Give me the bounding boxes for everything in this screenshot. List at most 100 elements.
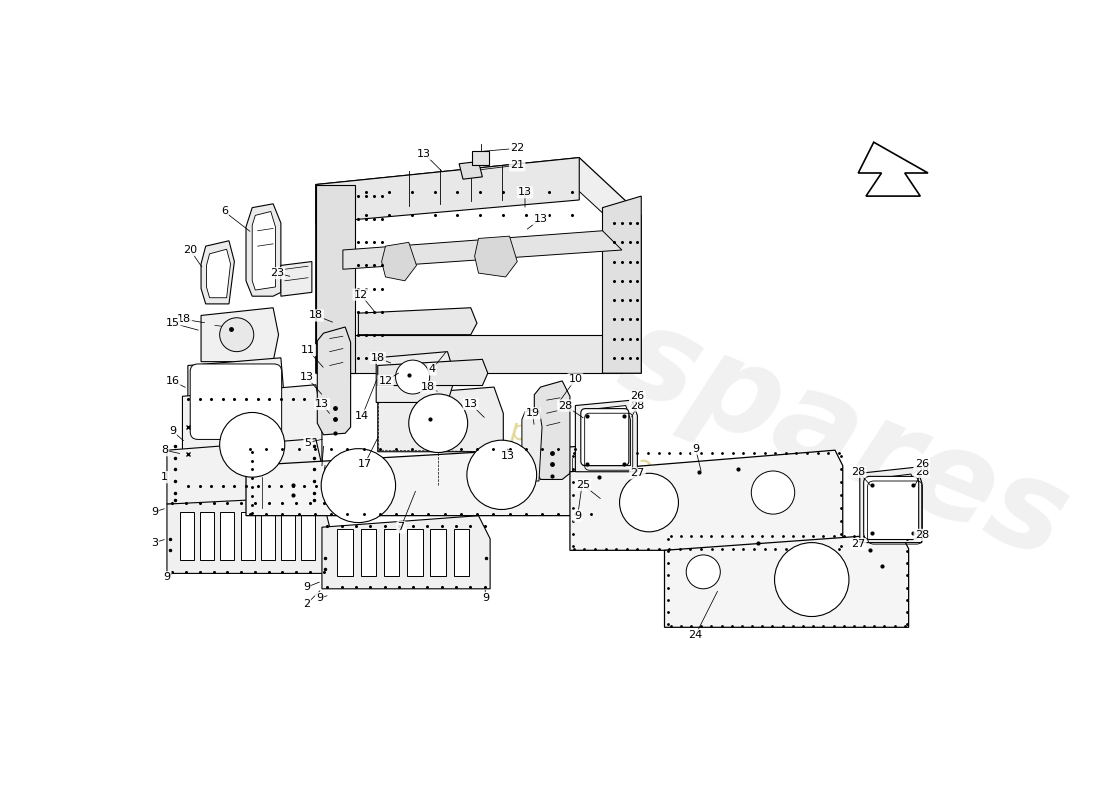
Text: 27: 27 (851, 539, 866, 549)
Polygon shape (316, 158, 641, 373)
Bar (430, 529, 446, 577)
Text: 9: 9 (151, 507, 158, 517)
Text: 28: 28 (915, 530, 928, 540)
Bar (280, 512, 295, 559)
Polygon shape (322, 370, 351, 427)
Text: 16: 16 (165, 376, 179, 386)
Text: 13: 13 (315, 399, 329, 409)
Text: 9: 9 (316, 593, 323, 603)
Text: 7: 7 (397, 522, 405, 532)
Circle shape (774, 542, 849, 617)
Circle shape (321, 449, 396, 522)
Text: 12: 12 (353, 290, 367, 300)
Polygon shape (377, 359, 487, 386)
Text: 24: 24 (689, 630, 703, 640)
Bar (472, 151, 490, 166)
Polygon shape (535, 381, 570, 479)
Circle shape (751, 471, 794, 514)
Polygon shape (583, 406, 630, 466)
FancyBboxPatch shape (190, 364, 282, 439)
Text: 28: 28 (851, 466, 866, 477)
Polygon shape (603, 196, 641, 373)
Text: 5: 5 (305, 438, 311, 447)
Text: 13: 13 (534, 214, 548, 224)
Polygon shape (316, 158, 580, 223)
Bar (200, 512, 214, 559)
Polygon shape (860, 467, 922, 542)
FancyBboxPatch shape (864, 476, 918, 539)
Polygon shape (664, 534, 909, 627)
Bar (220, 512, 234, 559)
Text: 3: 3 (151, 538, 158, 547)
Polygon shape (207, 250, 231, 298)
Text: 26: 26 (915, 459, 928, 469)
Polygon shape (183, 385, 322, 489)
Circle shape (220, 413, 285, 477)
Text: 22: 22 (510, 143, 525, 154)
Text: 25: 25 (576, 480, 591, 490)
Polygon shape (570, 450, 843, 550)
Text: 18: 18 (177, 314, 191, 324)
Bar (361, 529, 376, 577)
Polygon shape (201, 308, 278, 362)
Text: 2: 2 (302, 599, 310, 610)
Polygon shape (382, 242, 417, 281)
Polygon shape (246, 204, 280, 296)
Text: 28: 28 (630, 401, 645, 410)
Text: 23: 23 (270, 268, 284, 278)
Text: 1: 1 (161, 472, 168, 482)
Polygon shape (317, 327, 351, 435)
Text: 12: 12 (378, 376, 393, 386)
Text: 28: 28 (915, 466, 928, 477)
Text: 13: 13 (299, 372, 314, 382)
Polygon shape (343, 181, 622, 358)
Polygon shape (343, 230, 622, 270)
Polygon shape (167, 438, 322, 504)
Text: 9: 9 (302, 582, 310, 592)
Polygon shape (377, 387, 504, 452)
Polygon shape (322, 516, 491, 589)
Polygon shape (316, 334, 622, 373)
Text: 13: 13 (518, 187, 532, 198)
Circle shape (466, 440, 537, 510)
Text: 4: 4 (428, 364, 436, 374)
Text: 21: 21 (510, 160, 525, 170)
Bar (261, 512, 275, 559)
Bar (190, 404, 229, 434)
Text: 26: 26 (630, 391, 645, 402)
Text: 11: 11 (301, 345, 315, 355)
Polygon shape (359, 308, 477, 334)
Text: 6: 6 (221, 206, 228, 217)
Text: 18: 18 (309, 310, 322, 321)
Polygon shape (868, 474, 915, 537)
Polygon shape (459, 162, 483, 179)
Bar (301, 512, 315, 559)
Text: 18: 18 (371, 353, 385, 363)
Text: 13: 13 (500, 451, 515, 462)
Circle shape (396, 360, 430, 394)
Circle shape (220, 318, 254, 352)
Text: 20: 20 (183, 245, 197, 255)
Text: 8: 8 (161, 445, 168, 455)
Polygon shape (201, 241, 234, 304)
Text: 10: 10 (569, 374, 582, 384)
Polygon shape (246, 446, 595, 516)
Text: eurospares: eurospares (307, 177, 1085, 585)
Bar (338, 529, 353, 577)
Polygon shape (858, 142, 928, 196)
Bar (384, 529, 399, 577)
Text: 9: 9 (692, 444, 700, 454)
Polygon shape (252, 211, 275, 290)
Polygon shape (575, 400, 637, 472)
Text: 13: 13 (417, 149, 431, 158)
Text: 9: 9 (483, 593, 490, 603)
Text: 17: 17 (358, 459, 372, 469)
Polygon shape (167, 496, 330, 574)
Text: 9: 9 (168, 426, 176, 436)
Polygon shape (188, 358, 285, 442)
Circle shape (619, 474, 679, 532)
Text: 13: 13 (464, 399, 477, 409)
Polygon shape (521, 408, 542, 481)
Polygon shape (474, 236, 517, 277)
Circle shape (409, 394, 468, 453)
